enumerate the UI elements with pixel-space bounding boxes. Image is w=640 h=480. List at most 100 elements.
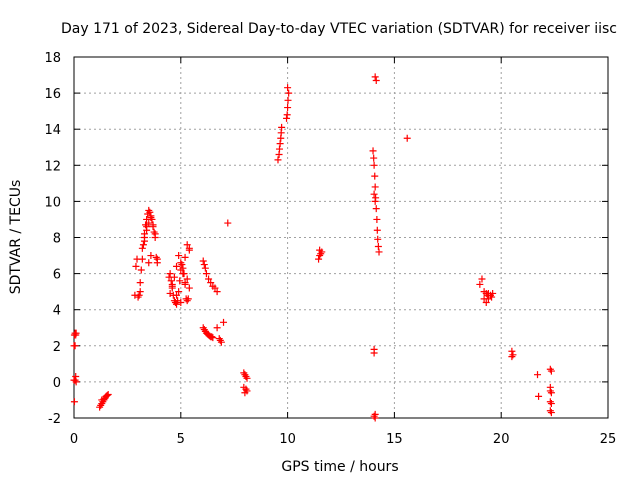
data-point: [145, 219, 153, 227]
y-tick-label: 10: [44, 195, 61, 210]
grid-lines: [74, 57, 608, 418]
data-point: [373, 226, 381, 234]
data-point: [135, 291, 143, 299]
chart-title: Day 171 of 2023, Sidereal Day-to-day VTE…: [61, 21, 617, 37]
y-tick-label: 8: [53, 232, 61, 247]
data-point: [315, 255, 323, 263]
data-point: [508, 353, 516, 361]
data-point: [547, 409, 555, 417]
x-tick-label: 0: [70, 432, 78, 447]
data-point: [372, 76, 380, 84]
data-point: [375, 248, 383, 256]
data-point: [484, 295, 492, 303]
data-point: [146, 208, 154, 216]
data-point: [177, 298, 185, 306]
data-point: [213, 288, 221, 296]
data-point: [476, 280, 484, 288]
data-point: [175, 288, 183, 296]
data-point: [176, 277, 184, 285]
data-point: [177, 259, 185, 267]
data-point: [132, 262, 140, 270]
data-point: [278, 123, 286, 131]
data-point: [241, 389, 249, 397]
data-point: [284, 104, 292, 112]
data-point: [168, 280, 176, 288]
data-point: [72, 329, 80, 337]
data-point: [179, 270, 187, 278]
data-point: [72, 378, 80, 386]
data-point: [151, 230, 159, 238]
plot-frame: [73, 56, 609, 419]
y-tick-label: 0: [53, 376, 61, 391]
data-point: [166, 289, 174, 297]
tick-labels: 0 5 10 15 20 25 -2 0 2 4 6 8 10 12 14 16 18: [44, 51, 616, 447]
data-point: [143, 223, 151, 231]
data-point: [181, 280, 189, 288]
data-point: [208, 333, 216, 341]
data-point: [200, 261, 208, 269]
data-point: [199, 257, 207, 265]
data-point: [185, 284, 193, 292]
data-point: [175, 252, 183, 260]
data-point: [535, 392, 543, 400]
data-point: [209, 334, 217, 342]
data-point: [149, 221, 157, 229]
data-point: [283, 114, 291, 122]
data-point: [145, 259, 153, 267]
data-point: [185, 246, 193, 254]
data-point: [283, 111, 291, 119]
data-point: [482, 289, 490, 297]
data-point: [546, 383, 554, 391]
x-tick-label: 10: [279, 432, 296, 447]
data-point: [371, 414, 379, 422]
data-point: [139, 241, 147, 249]
data-point: [103, 391, 111, 399]
data-point: [100, 395, 108, 403]
data-point: [104, 391, 112, 399]
data-point: [370, 349, 378, 357]
data-point: [274, 156, 282, 164]
data-point: [224, 219, 232, 227]
data-point: [220, 318, 228, 326]
data-point: [184, 295, 192, 303]
data-point: [478, 275, 486, 283]
y-tick-label: 14: [44, 123, 61, 138]
x-tick-label: 5: [177, 432, 185, 447]
data-point: [403, 134, 411, 142]
data-point: [202, 270, 210, 278]
data-point: [136, 279, 144, 287]
data-point: [147, 252, 155, 260]
data-points: [70, 73, 555, 422]
data-point: [370, 161, 378, 169]
x-tick-label: 15: [386, 432, 403, 447]
data-point: [243, 374, 251, 382]
x-tick-label: 20: [493, 432, 510, 447]
data-point: [136, 288, 144, 296]
data-point: [167, 277, 175, 285]
data-point: [371, 197, 379, 205]
data-point: [166, 270, 174, 278]
data-point: [138, 244, 146, 252]
data-point: [173, 262, 181, 270]
data-point: [371, 73, 379, 81]
data-point: [284, 84, 292, 92]
data-point: [275, 145, 283, 153]
data-point: [489, 289, 497, 297]
data-point: [71, 342, 79, 350]
data-point: [370, 154, 378, 162]
data-point: [205, 275, 213, 283]
data-point: [138, 255, 146, 263]
data-point: [183, 241, 191, 249]
data-point: [147, 214, 155, 222]
data-point: [371, 172, 379, 180]
data-point: [316, 246, 324, 254]
x-tick-label: 25: [600, 432, 617, 447]
data-point: [181, 253, 189, 261]
data-point: [207, 279, 215, 287]
data-point: [369, 147, 377, 155]
data-point: [372, 205, 380, 213]
data-point: [534, 371, 542, 379]
y-tick-label: -2: [48, 412, 61, 427]
